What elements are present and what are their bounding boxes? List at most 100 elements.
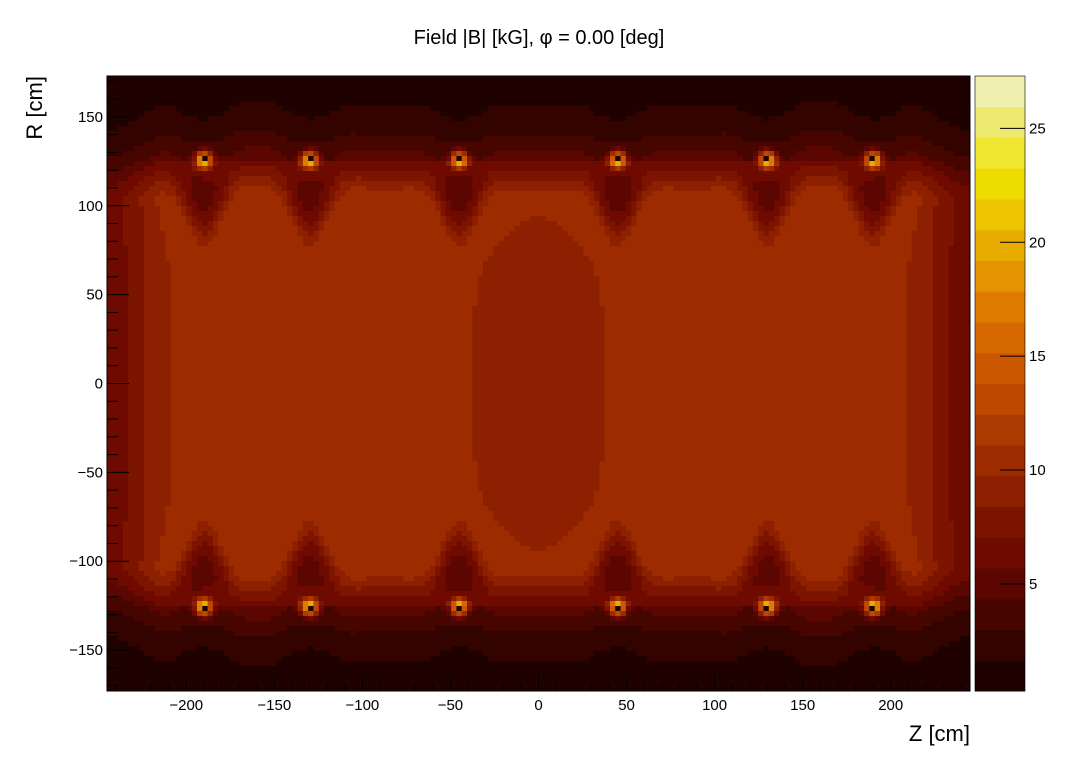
heatmap-cell — [932, 491, 950, 497]
heatmap-cell — [191, 221, 203, 227]
heatmap-cell — [308, 151, 315, 157]
heatmap-cell — [133, 591, 156, 597]
heatmap-cell — [779, 531, 860, 537]
heatmap-cell — [504, 236, 574, 242]
heatmap-cell — [144, 521, 166, 527]
heatmap-cell — [144, 506, 166, 512]
heatmap-cell — [107, 321, 129, 327]
heatmap-cell — [609, 166, 616, 172]
heatmap-cell — [228, 206, 288, 212]
heatmap-cell — [133, 161, 156, 167]
heatmap-cell — [144, 176, 177, 182]
heatmap-cell — [774, 146, 807, 152]
heatmap-cell — [948, 331, 970, 337]
heatmap-cell — [890, 206, 897, 212]
heatmap-cell — [159, 206, 182, 212]
heatmap-cell — [869, 161, 876, 167]
heatmap-cell — [948, 361, 970, 367]
heatmap-cell — [879, 611, 886, 617]
heatmap-cell — [175, 201, 182, 207]
heatmap-cell — [737, 186, 749, 192]
heatmap-cell — [170, 381, 473, 387]
heatmap-cell — [440, 551, 447, 557]
heatmap-cell — [932, 211, 955, 217]
heatmap-cell — [869, 206, 881, 212]
heatmap-cell — [784, 551, 791, 557]
heatmap-cell — [848, 571, 855, 577]
heatmap-cell — [853, 211, 860, 217]
heatmap-cell — [122, 521, 145, 527]
heatmap-cell — [901, 576, 929, 582]
heatmap-cell — [932, 571, 950, 577]
heatmap-cell — [938, 181, 961, 187]
heatmap-cell — [107, 626, 156, 632]
heatmap-cell — [456, 531, 463, 537]
heatmap-cell — [895, 196, 902, 202]
heatmap-cell — [609, 561, 627, 567]
heatmap-cell — [948, 571, 970, 577]
heatmap-cell — [128, 396, 145, 402]
heatmap-cell — [879, 616, 945, 622]
heatmap-cell — [324, 221, 442, 227]
heatmap-cell — [414, 186, 431, 192]
heatmap-cell — [906, 416, 934, 422]
heatmap-cell — [779, 581, 791, 587]
heatmap-cell — [445, 211, 473, 217]
heatmap-cell — [350, 631, 357, 637]
heatmap-cell — [604, 341, 908, 347]
heatmap-cell — [609, 146, 616, 152]
heatmap-cell — [154, 566, 177, 572]
heatmap-cell — [906, 346, 934, 352]
heatmap-cell — [318, 226, 325, 232]
heatmap-cell — [472, 306, 606, 312]
heatmap-cell — [948, 316, 970, 322]
x-tick-label: 50 — [618, 697, 635, 714]
heatmap-cell — [159, 536, 193, 542]
heatmap-cell — [932, 526, 955, 532]
heatmap-cell — [609, 206, 627, 212]
heatmap-cell — [207, 611, 214, 617]
heatmap-cell — [445, 531, 458, 537]
heatmap-cell — [604, 211, 632, 217]
heatmap-cell — [800, 571, 844, 577]
heatmap-cell — [482, 206, 595, 212]
heatmap-cell — [715, 586, 722, 592]
heatmap-cell — [445, 181, 473, 187]
heatmap-cell — [615, 161, 622, 167]
heatmap-cell — [197, 236, 214, 242]
heatmap-cell — [583, 516, 913, 522]
heatmap-cell — [763, 646, 770, 652]
heatmap-cell — [308, 156, 315, 162]
heatmap-cell — [107, 271, 129, 277]
heatmap-cell — [768, 161, 775, 167]
heatmap-cell — [932, 316, 950, 322]
heatmap-cell — [874, 231, 886, 237]
heatmap-cell — [774, 201, 786, 207]
heatmap-cell — [932, 521, 955, 527]
heatmap-cell — [445, 231, 458, 237]
heatmap-cell — [631, 206, 638, 212]
heatmap-cell — [742, 196, 749, 202]
heatmap-cell — [562, 226, 606, 232]
heatmap-cell — [435, 201, 442, 207]
heatmap-cell — [737, 591, 796, 597]
heatmap-cell — [625, 606, 632, 612]
heatmap-cell — [170, 386, 473, 392]
colorbar-swatch — [975, 137, 1025, 169]
heatmap-cell — [472, 191, 479, 197]
heatmap-cell — [144, 406, 172, 412]
heatmap-cell — [493, 511, 585, 517]
heatmap-cell — [477, 221, 521, 227]
heatmap-cell — [297, 566, 320, 572]
heatmap-cell — [276, 661, 802, 667]
heatmap-cell — [747, 576, 754, 582]
heatmap-cell — [128, 411, 145, 417]
heatmap-cell — [212, 226, 219, 232]
heatmap-cell — [932, 331, 950, 337]
heatmap-cell — [202, 156, 209, 162]
heatmap-cell — [197, 226, 214, 232]
heatmap-cell — [122, 611, 161, 617]
heatmap-cell — [609, 236, 627, 242]
heatmap-cell — [932, 516, 950, 522]
heatmap-cell — [292, 191, 299, 197]
